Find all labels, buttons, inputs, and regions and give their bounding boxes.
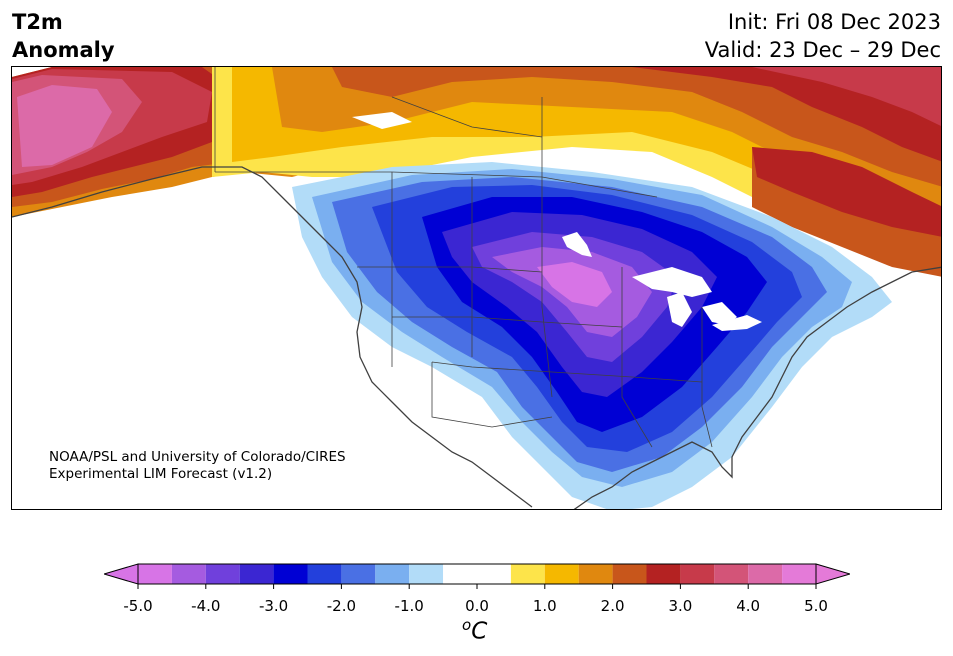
colorbar-tick-label: 5.0 xyxy=(804,597,828,615)
init-date: Init: Fri 08 Dec 2023 xyxy=(727,10,941,34)
map-panel xyxy=(11,66,942,510)
title-line-2: Anomaly xyxy=(12,38,115,62)
colorbar-unit: oC xyxy=(462,616,487,645)
colorbar-over-arrow xyxy=(815,563,850,585)
lakes xyxy=(352,112,762,331)
map-title: T2m Anomaly xyxy=(12,8,115,64)
colorbar-tick-label: 3.0 xyxy=(668,597,693,615)
valid-date: Valid: 23 Dec – 29 Dec xyxy=(704,38,941,62)
colorbar-segment xyxy=(646,564,681,584)
colorbar-segment xyxy=(748,564,783,584)
colorbar-segment xyxy=(205,564,240,584)
credit-line-1: NOAA/PSL and University of Colorado/CIRE… xyxy=(49,449,346,465)
unit-base: C xyxy=(471,618,488,645)
colorbar-tick-label: 4.0 xyxy=(736,597,761,615)
colorbar-segment xyxy=(714,564,749,584)
colorbar-segment xyxy=(544,564,579,584)
colorbar-segment xyxy=(307,564,342,584)
credit-line-2: Experimental LIM Forecast (v1.2) xyxy=(49,466,273,482)
forecast-dates: Init: Fri 08 Dec 2023 Valid: 23 Dec – 29… xyxy=(705,8,941,64)
colorbar-segment xyxy=(375,564,410,584)
colorbar xyxy=(104,563,850,589)
colorbar-tick-label: 1.0 xyxy=(532,597,557,615)
colorbar-segment xyxy=(680,564,715,584)
colorbar-tick-label: -1.0 xyxy=(394,597,424,615)
colorbar-tick-label: -3.0 xyxy=(258,597,289,615)
colorbar-segment xyxy=(138,564,172,584)
colorbar-segment xyxy=(510,564,545,584)
colorbar-segment xyxy=(409,564,444,584)
colorbar-tick-label: -2.0 xyxy=(326,597,357,615)
colorbar-segment xyxy=(443,564,511,584)
colorbar-segment xyxy=(782,564,816,584)
coastlines xyxy=(12,166,941,509)
colorbar-tick-label: -5.0 xyxy=(123,597,153,615)
title-line-1: T2m xyxy=(12,10,63,34)
colorbar-tick-label: 2.0 xyxy=(600,597,625,615)
unit-superscript: o xyxy=(462,616,472,634)
temperature-anomaly-map xyxy=(12,67,941,509)
colorbar-ticks xyxy=(137,584,817,589)
colorbar-segment xyxy=(171,564,206,584)
colorbar-segment xyxy=(341,564,376,584)
colorbar-tick-label: -4.0 xyxy=(191,597,221,615)
colorbar-segment xyxy=(239,564,274,584)
colorbar-tick-label: 0.0 xyxy=(465,597,489,615)
colorbar-segment xyxy=(578,564,613,584)
data-credit: NOAA/PSL and University of Colorado/CIRE… xyxy=(49,449,346,483)
colorbar-under-arrow xyxy=(104,563,139,585)
colorbar-segment xyxy=(273,564,308,584)
state-borders xyxy=(214,67,713,448)
colorbar-segment xyxy=(612,564,647,584)
colorbar-segments xyxy=(138,564,816,584)
